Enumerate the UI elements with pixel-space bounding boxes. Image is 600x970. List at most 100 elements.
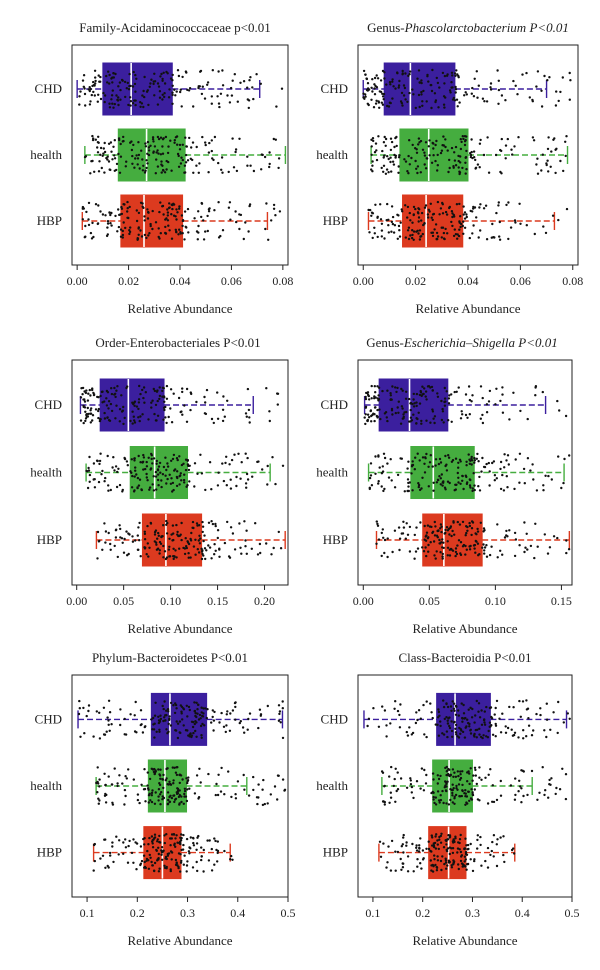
data-point	[377, 386, 381, 389]
data-point	[210, 95, 213, 98]
data-point	[389, 160, 392, 164]
data-point	[140, 488, 143, 491]
data-point	[215, 782, 218, 786]
data-point	[117, 152, 120, 156]
data-point	[418, 846, 421, 850]
jitter-points	[96, 519, 283, 561]
data-point	[464, 789, 467, 792]
data-point	[114, 395, 117, 399]
data-point	[159, 803, 162, 806]
data-point	[426, 73, 429, 77]
data-point	[130, 486, 134, 489]
group-label-chd: CHD	[35, 711, 62, 726]
data-point	[551, 214, 555, 217]
data-point	[119, 708, 122, 711]
data-point	[188, 136, 191, 140]
data-point	[519, 409, 522, 413]
data-point	[183, 547, 187, 550]
data-point	[439, 207, 443, 210]
data-point	[179, 472, 182, 475]
data-point	[101, 154, 104, 157]
data-point	[104, 530, 108, 533]
data-point	[207, 151, 211, 154]
data-point	[129, 100, 133, 103]
data-point	[167, 415, 170, 419]
data-point	[514, 538, 518, 541]
data-point	[148, 232, 151, 235]
data-point	[170, 833, 174, 836]
data-point	[116, 230, 119, 233]
data-point	[212, 158, 215, 162]
data-point	[415, 151, 419, 154]
data-point	[550, 777, 553, 780]
data-point	[174, 729, 177, 732]
data-point	[141, 158, 144, 161]
data-point	[380, 235, 383, 238]
data-point	[462, 205, 465, 208]
data-point	[456, 788, 459, 791]
data-point	[455, 390, 458, 393]
data-point	[404, 236, 407, 239]
data-point	[423, 206, 427, 209]
data-point	[479, 735, 483, 739]
data-point	[482, 527, 486, 530]
data-point	[548, 783, 551, 786]
data-point	[433, 228, 436, 231]
data-point	[456, 851, 459, 854]
data-point	[167, 722, 170, 726]
data-point	[163, 700, 166, 703]
data-point	[101, 213, 105, 216]
data-point	[432, 778, 435, 781]
data-point	[465, 213, 468, 216]
data-point	[383, 487, 386, 491]
data-point	[193, 701, 196, 704]
data-point	[485, 544, 488, 547]
data-point	[498, 717, 501, 720]
data-point	[126, 200, 129, 204]
data-point	[503, 860, 506, 864]
data-point	[238, 137, 241, 140]
x-tick-label: 0.08	[272, 274, 293, 288]
chart-panel-3: Order-Enterobacteriales P<0.01CHDhealthH…	[30, 335, 289, 636]
chart-title-suffix: P<0.01	[491, 650, 532, 665]
data-point	[172, 214, 176, 217]
data-point	[181, 224, 184, 228]
data-point	[459, 770, 462, 773]
data-point	[128, 84, 131, 88]
data-point	[105, 397, 108, 400]
data-point	[408, 163, 411, 166]
data-point	[409, 777, 412, 780]
data-point	[477, 460, 480, 463]
data-point	[383, 456, 387, 460]
data-point	[380, 531, 383, 535]
data-point	[371, 137, 375, 140]
data-point	[445, 716, 448, 719]
data-point	[466, 718, 469, 721]
data-point	[212, 729, 215, 732]
data-point	[184, 136, 187, 139]
data-point	[483, 549, 486, 552]
data-point	[281, 736, 285, 740]
data-point	[123, 416, 126, 420]
data-point	[137, 211, 141, 215]
data-point	[427, 80, 430, 83]
data-point	[395, 135, 398, 139]
data-point	[400, 405, 404, 408]
data-point	[160, 853, 163, 856]
data-point	[400, 868, 403, 871]
data-point	[117, 103, 120, 107]
data-point	[117, 85, 120, 88]
data-point	[431, 716, 434, 720]
data-point	[82, 74, 86, 77]
data-point	[146, 542, 149, 545]
box-group-health	[380, 759, 568, 813]
data-point	[397, 400, 400, 403]
data-point	[127, 844, 130, 848]
data-point	[148, 777, 152, 781]
data-point	[456, 770, 459, 773]
data-point	[188, 852, 191, 855]
data-point	[444, 766, 447, 770]
data-point	[157, 465, 161, 468]
data-point	[176, 211, 179, 214]
data-point	[243, 788, 246, 791]
